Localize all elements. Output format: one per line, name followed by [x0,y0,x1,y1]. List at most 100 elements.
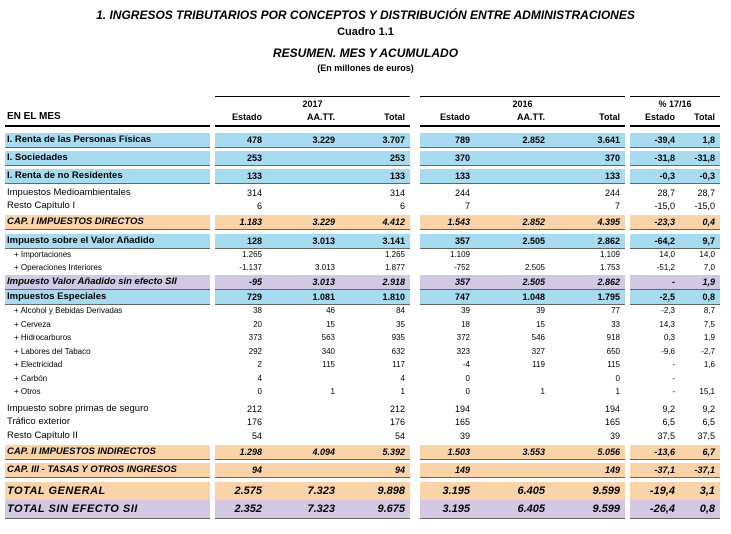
subtitle: Cuadro 1.1 [337,26,394,38]
row-band [420,482,625,500]
rule [630,304,720,305]
row-band [630,133,720,147]
cell: 1.810 [382,292,405,302]
row-label: TOTAL SIN EFECTO SII [7,503,138,515]
row-band [630,445,720,459]
rule [420,165,625,166]
rule [5,477,210,478]
cell: 4 [400,374,405,383]
cell: 8,7 [703,306,715,315]
row-band [5,169,210,183]
cell: 194 [454,404,470,414]
row-band [215,215,410,229]
cell: 1,6 [703,360,715,369]
row-label: Impuesto sobre el Valor Añadido [7,235,155,246]
cell: 6 [256,201,262,211]
cell: 15 [536,320,545,329]
cell: 323 [456,347,470,356]
row-band [5,151,210,165]
cell: 15 [326,320,335,329]
rule [420,477,625,478]
cell: 7,0 [703,263,715,272]
cell: 176 [389,417,405,427]
rule [5,125,210,127]
column-header: AA.TT. [307,112,335,122]
row-band [5,482,210,500]
rule [420,125,625,127]
cell: 1.081 [312,292,335,302]
cell: -0,3 [659,171,675,181]
rule [215,518,410,519]
cell: -15,0 [654,201,675,211]
row-label: Impuestos Medioambientales [7,187,131,198]
row-band [630,463,720,477]
cell: 9,2 [702,404,715,414]
cell: -2,7 [701,347,715,356]
row-band [630,234,720,248]
row-label: CAP. III - TASAS Y OTROS INGRESOS [7,464,177,475]
cell: 789 [454,135,470,145]
cell: 28,7 [657,188,675,198]
cell: 128 [246,236,262,246]
row-band [215,500,410,518]
cell: -37,1 [654,465,675,475]
row-band [215,482,410,500]
cell: 115 [322,360,335,369]
cell: 84 [396,306,405,315]
cell: 1.109 [599,250,620,259]
cell: 1,8 [702,135,715,145]
rule [630,248,720,249]
cell: 54 [394,431,405,441]
cell: 6,5 [662,417,675,427]
column-header: Total [384,112,405,122]
cell: 563 [321,333,335,342]
cell: 2.918 [382,277,405,287]
column-header: EN EL MES [7,111,61,122]
cell: 1.183 [239,217,262,227]
cell: 3.013 [312,236,335,246]
rule [420,304,625,305]
row-band [420,463,625,477]
cell: 7.323 [307,503,335,515]
cell: 478 [246,135,262,145]
cell: 0 [465,387,470,396]
cell: 194 [604,404,620,414]
cell: - [672,277,675,287]
rule [630,147,720,148]
cell: 747 [454,292,470,302]
cell: 14,0 [699,250,715,259]
row-band [420,169,625,183]
rule [5,183,210,184]
rule [5,289,210,290]
cell: 33 [611,320,620,329]
cell: 3.141 [382,236,405,246]
cell: 7,5 [703,320,715,329]
row-band [420,290,625,304]
cell: 1.543 [447,217,470,227]
column-header: Total [599,112,620,122]
row-band [420,500,625,518]
row-label: I. Sociedades [7,152,68,163]
cell: 9.898 [377,485,405,497]
row-band [215,445,410,459]
cell: -9,6 [661,347,675,356]
cell: 165 [604,417,620,427]
row-band [5,275,210,289]
cell: 0,8 [699,503,715,515]
rule [215,229,410,230]
cell: 149 [454,465,470,475]
cell: 370 [454,153,470,163]
row-label: + Operaciones Interiores [14,263,102,272]
cell: 77 [611,306,620,315]
cell: 0 [615,374,620,383]
cell: 46 [326,306,335,315]
cell: 0 [257,387,262,396]
cell: 1 [540,387,545,396]
cell: 39 [609,431,620,441]
rule [420,459,625,460]
cell: 729 [246,292,262,302]
rule [630,289,720,290]
row-band [215,133,410,147]
cell: 94 [394,465,405,475]
